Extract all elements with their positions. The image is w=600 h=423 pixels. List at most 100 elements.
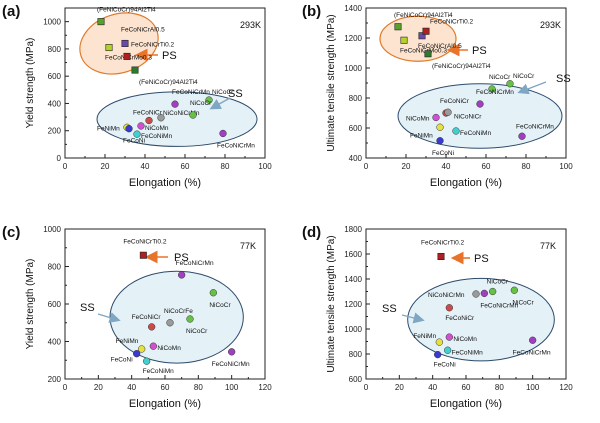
ss-arrow <box>517 81 547 95</box>
x-tick-label: 120 <box>559 383 573 392</box>
data-point-circle <box>219 129 227 138</box>
data-point-label: FeCoNiCrAl0.5 <box>121 26 165 33</box>
y-tick-label: 600 <box>349 375 363 384</box>
x-axis-label: Elongation (%) <box>430 177 502 189</box>
data-point-circle <box>488 85 496 93</box>
data-point-circle <box>435 338 443 346</box>
data-point-circle <box>138 345 146 353</box>
data-point-label: FeCoNiCrMn <box>217 142 255 149</box>
data-point-label: FeCoNiCrMn <box>176 260 214 267</box>
data-point-label: (FeNiCoCr)94Al2Ti4 <box>432 63 491 70</box>
data-point-circle <box>189 111 197 119</box>
data-point-square <box>105 44 113 52</box>
x-tick-label: 100 <box>258 162 272 171</box>
x-tick-label: 80 <box>221 162 230 171</box>
data-point-label: FeCoNiCrTi0.2 <box>131 41 174 48</box>
data-point-label: NiCoCr <box>487 279 509 286</box>
data-point-circle <box>186 315 194 323</box>
data-point-label: FeNiMn <box>413 333 436 340</box>
data-point-label: FeNiMn <box>116 338 139 345</box>
data-point-label: NiCoCr <box>190 100 212 107</box>
ss-arrow <box>401 312 425 324</box>
data-point-label: NiCoNiCrMn <box>428 292 465 299</box>
temperature-label: 77K <box>240 241 256 251</box>
ps-label: PS <box>162 50 177 62</box>
data-point-circle <box>133 350 141 358</box>
ss-arrow <box>209 97 231 110</box>
x-tick-label: 20 <box>94 383 103 392</box>
data-point-label: FeCoNiCrMn <box>476 89 514 96</box>
ps-label: PS <box>174 252 189 264</box>
x-tick-label: 0 <box>63 162 68 171</box>
data-point-square <box>139 251 147 259</box>
data-point-label: NiCoMn <box>406 116 430 123</box>
data-point-label: (FeNiCoCr)94Al2Ti4 <box>97 7 156 14</box>
data-point-circle <box>205 96 213 104</box>
data-point-circle <box>480 289 488 298</box>
data-point-circle <box>434 350 442 359</box>
x-tick-label: 80 <box>522 162 531 171</box>
data-point-square <box>437 253 445 261</box>
data-point-label: FeCoNiCrMn <box>480 302 518 309</box>
y-tick-label: 1400 <box>344 4 362 13</box>
y-tick-label: 200 <box>48 375 62 384</box>
y-tick-label: 400 <box>349 154 363 163</box>
x-tick-label: 100 <box>559 162 573 171</box>
panel-c: (c) 0 20 40 60 80 100 120 200 400 600 800 1000 Elonga… <box>2 224 272 410</box>
x-tick-label: 0 <box>364 383 369 392</box>
data-point-label: FeNiMn <box>97 125 120 132</box>
data-point-circle <box>510 286 518 294</box>
x-tick-label: 60 <box>462 383 471 392</box>
data-point-square <box>97 18 105 26</box>
data-point-circle <box>445 333 453 341</box>
data-point-circle <box>444 108 452 116</box>
panel-a: (a)0 20 40 60 80 10002004006008001000Elongati… <box>2 3 272 189</box>
x-tick-label: 40 <box>127 383 136 392</box>
data-point-circle <box>157 114 165 122</box>
x-tick-label: 0 <box>63 383 68 392</box>
panel-d: (d) 0 20 40 60 80 100 120 600 800 1000 1200 1400 1600… <box>302 224 573 410</box>
data-point-circle <box>166 319 174 327</box>
temperature-label: 293K <box>240 20 261 30</box>
data-point-label: FeCoNi <box>111 357 133 364</box>
data-point-label: NiCoMn <box>145 125 169 132</box>
data-point-label: FeCoNiCr <box>440 98 470 105</box>
data-point-label: FeCoNiCrTi0.2 <box>421 240 464 247</box>
data-point-label: FeCoNi <box>123 138 145 145</box>
panel-label: (c) <box>2 224 20 241</box>
x-tick-label: 40 <box>141 162 150 171</box>
data-point-square <box>400 36 408 44</box>
y-tick-label: 600 <box>349 124 363 133</box>
x-tick-label: 80 <box>194 383 203 392</box>
data-point-circle <box>436 137 444 145</box>
x-tick-label: 80 <box>495 383 504 392</box>
y-tick-label: 200 <box>48 127 62 136</box>
data-point-label: FeCoNiMn <box>460 130 491 137</box>
y-axis-label: Yield strength (MPa) <box>25 38 36 129</box>
temperature-label: 77K <box>540 241 556 251</box>
x-tick-label: 100 <box>225 383 239 392</box>
y-axis-label: Ultimate tensile strength (MPa) <box>326 14 337 151</box>
ss-region-ellipse <box>96 91 258 147</box>
panel-label: (b) <box>302 3 321 20</box>
ss-label: SS <box>80 302 95 314</box>
data-point-square <box>424 50 432 58</box>
data-point-label: FeCoNiCrMn <box>516 123 554 130</box>
y-tick-label: 1200 <box>344 300 362 309</box>
data-point-label: NiCoCr <box>513 73 535 80</box>
data-point-circle <box>125 125 133 133</box>
data-point-square <box>422 27 430 35</box>
x-tick-label: 0 <box>364 162 369 171</box>
x-tick-label: 60 <box>181 162 190 171</box>
data-point-circle <box>436 123 444 131</box>
x-tick-label: 40 <box>428 383 437 392</box>
y-tick-label: 1600 <box>344 250 362 259</box>
data-point-label: NiCoCr <box>209 302 231 309</box>
data-point-circle <box>145 116 153 125</box>
data-point-label: (FeNiCoCr)94Al2Ti4 <box>394 12 453 19</box>
data-point-label: FeNiMn <box>410 132 433 139</box>
y-tick-label: 1000 <box>344 325 362 334</box>
data-point-label: FeCoNiCrMo0.3 <box>400 47 447 54</box>
data-point-label: FeCoNiCr <box>445 315 475 322</box>
